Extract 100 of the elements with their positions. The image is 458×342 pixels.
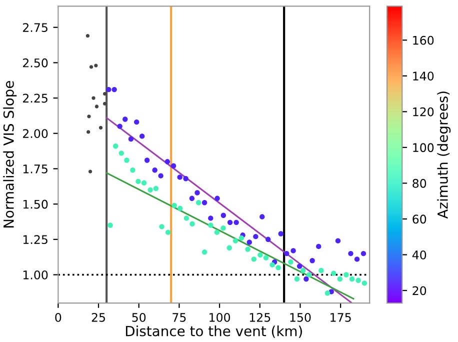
point (331, 270, 336, 276)
x-tick-label: 75 (172, 313, 186, 322)
color-bar-label: 140 (413, 72, 434, 81)
y-tick-label: 1.25 (23, 235, 48, 244)
point (266, 236, 271, 242)
point (324, 290, 330, 296)
point (152, 168, 158, 173)
point (122, 116, 128, 122)
point (263, 255, 269, 260)
y-tick-label: 1.00 (23, 270, 48, 280)
point (94, 64, 98, 68)
point (232, 238, 238, 244)
point (184, 216, 190, 221)
x-axis-title: Distance to the vent (km) (126, 326, 302, 338)
point (139, 134, 145, 139)
point (94, 104, 99, 108)
point (278, 231, 284, 236)
point (354, 256, 360, 262)
y-tick-label: 2.25 (23, 94, 48, 103)
point (360, 250, 366, 256)
point (202, 250, 208, 255)
point (102, 102, 107, 106)
point (194, 190, 200, 196)
point (86, 130, 90, 134)
point (288, 259, 294, 265)
point (214, 230, 220, 235)
color-bar-label: 40 (412, 250, 426, 260)
point (296, 264, 302, 269)
point (220, 212, 226, 218)
point (294, 276, 300, 282)
point (304, 276, 309, 282)
point (208, 216, 214, 221)
point (117, 124, 122, 129)
color-bar-title: Azimuth (degrees) (437, 92, 451, 219)
point (214, 196, 220, 202)
y-tick-label: 2.00 (23, 129, 48, 138)
point (318, 268, 324, 274)
point (189, 196, 195, 202)
point (260, 214, 265, 220)
point (134, 119, 140, 125)
point (88, 170, 92, 174)
x-tick-label: 25 (92, 312, 105, 322)
point (251, 256, 257, 262)
point (183, 176, 188, 182)
point (159, 224, 164, 230)
point (153, 186, 159, 192)
point (118, 150, 124, 156)
point (220, 225, 226, 231)
y-axis-title: Normalized VIS Slope (3, 81, 17, 228)
color-bar-label: 80 (412, 178, 426, 188)
point (98, 126, 103, 130)
point (141, 180, 147, 186)
point (234, 220, 239, 226)
point (344, 272, 349, 278)
y-tick-label: 2.75 (23, 23, 48, 32)
point (158, 173, 164, 178)
point (124, 158, 130, 163)
point (136, 178, 141, 184)
point (310, 258, 315, 264)
point (106, 86, 112, 92)
point (144, 158, 150, 163)
point (196, 200, 202, 206)
color-bar-label: 120 (413, 107, 434, 116)
x-tick-label: 0 (55, 312, 62, 322)
point (113, 144, 118, 149)
point (148, 187, 153, 193)
point (112, 86, 117, 92)
color-bar-label: 100 (413, 143, 434, 152)
x-tick-label: 100 (210, 312, 230, 322)
point (290, 248, 296, 254)
point (128, 136, 134, 142)
point (245, 246, 250, 252)
y-tick-label: 1.75 (23, 164, 48, 174)
point (238, 235, 244, 241)
point (92, 96, 96, 100)
point (246, 240, 252, 245)
point (89, 65, 94, 69)
point (362, 280, 368, 286)
point (253, 234, 258, 240)
color-bar-label: 60 (412, 214, 426, 224)
point (208, 222, 214, 228)
color-bar-label: 160 (413, 36, 434, 45)
point (284, 250, 290, 256)
point (130, 168, 136, 173)
point (177, 174, 182, 180)
color-bar-label: 20 (412, 286, 426, 296)
point (276, 265, 281, 270)
point (190, 221, 195, 226)
point (348, 250, 354, 256)
point (86, 34, 90, 38)
x-tick-label: 125 (250, 312, 270, 322)
point (300, 268, 306, 274)
y-tick-label: 1.50 (23, 200, 48, 209)
point (337, 276, 343, 282)
point (165, 230, 171, 235)
point (270, 262, 275, 268)
point (227, 220, 233, 226)
x-tick-label: 50 (132, 312, 146, 322)
point (178, 206, 183, 211)
point (202, 200, 208, 206)
